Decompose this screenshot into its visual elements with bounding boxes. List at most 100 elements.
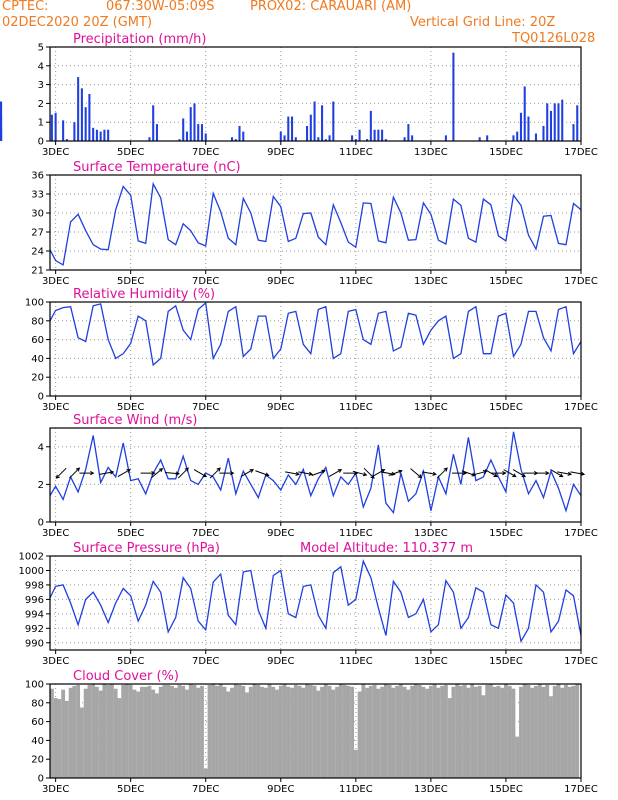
x-tick-label: 3DEC: [42, 276, 69, 287]
precip-bar: [84, 107, 87, 141]
wind-arrow-head: [380, 469, 386, 473]
precip-bar: [557, 103, 560, 141]
panel-5: 990 992 994 996 998 1000 1002 3DEC 5DEC 7DEC 9DEC 1…: [19, 541, 598, 667]
precip-bar: [189, 107, 192, 141]
y-tick-label: 21: [31, 266, 44, 277]
precip-bar: [238, 125, 241, 141]
y-tick-label: 5: [38, 43, 44, 54]
x-tick-label: 5DEC: [117, 276, 144, 287]
y-tick-label: 36: [31, 171, 44, 182]
wind-arrow-head: [337, 469, 343, 473]
cloud-bar: [301, 687, 306, 778]
wind-arrow-shaft: [328, 469, 342, 478]
wind-arrow-shaft: [55, 467, 67, 479]
y-tick-label: 0: [38, 392, 44, 403]
precip-bar: [291, 116, 294, 141]
x-tick-label: 9DEC: [267, 528, 294, 539]
cloud-bar: [106, 684, 111, 778]
x-tick-label: 5DEC: [117, 147, 144, 158]
wind-arrow: [255, 470, 270, 477]
precip-bar: [287, 116, 290, 141]
series-line: [49, 558, 582, 644]
panel-3: 0 20 40 60 80 100 3DEC 5DEC 7DEC 9DEC 11DEC 13DEC 15…: [25, 287, 598, 413]
x-tick-label: 13DEC: [414, 784, 448, 795]
x-tick-label: 5DEC: [117, 528, 144, 539]
cloud-bar: [53, 698, 58, 778]
wind-arrow-shaft: [422, 471, 436, 475]
precip-bar: [576, 105, 579, 141]
precip-bar: [306, 125, 309, 141]
cloud-bar: [237, 684, 242, 778]
y-tick-label: 2: [38, 480, 44, 491]
wind-arrow-head: [308, 471, 314, 476]
cloud-bar: [177, 684, 182, 778]
cloud-bar: [440, 685, 445, 778]
precip-bar: [366, 139, 369, 141]
precip-bar: [313, 101, 316, 141]
wind-arrow: [491, 471, 507, 476]
y-tick-label: 994: [25, 609, 44, 620]
cloud-bar: [575, 684, 580, 778]
wind-arrow-head: [230, 471, 235, 476]
x-tick-label: 13DEC: [414, 656, 448, 667]
precip-bar: [373, 129, 376, 141]
cloud-bar: [459, 685, 463, 778]
precip-bar: [204, 133, 207, 141]
wind-arrow: [311, 469, 326, 476]
cloud-bar: [571, 685, 576, 778]
x-tick-label: 15DEC: [489, 656, 523, 667]
x-tick-label: 13DEC: [414, 147, 448, 158]
wind-arrow: [550, 469, 564, 478]
x-tick-label: 11DEC: [339, 147, 373, 158]
precip-bar: [242, 131, 245, 141]
cloud-bar: [545, 684, 550, 778]
precip-bar: [95, 129, 98, 141]
station-label: PROX02: CARAUARI (AM): [250, 0, 412, 14]
y-tick-label: 996: [25, 595, 44, 606]
cloud-bar: [260, 686, 264, 778]
cloud-bar: [556, 684, 561, 778]
panel-frame: [49, 427, 582, 523]
y-tick-label: 100: [25, 298, 44, 309]
wind-arrow-shaft: [557, 471, 572, 475]
wind-arrow-head: [55, 474, 60, 479]
precip-bar: [403, 137, 406, 141]
wind-arrow-head: [512, 473, 517, 478]
wind-arrow: [285, 471, 300, 476]
panel-title: Cloud Cover (%): [73, 669, 179, 684]
cloud-bar: [395, 685, 400, 778]
x-tick-label: 7DEC: [192, 784, 219, 795]
cloud-bar: [564, 684, 568, 778]
y-tick-label: 1: [38, 118, 44, 129]
cloud-bar: [376, 688, 381, 778]
precip-bar: [354, 139, 357, 141]
wind-arrow: [557, 471, 573, 476]
wind-arrow-head: [151, 471, 156, 476]
wind-arrow-shaft: [461, 470, 476, 476]
panel-title: Surface Pressure (hPa): [73, 541, 220, 556]
precip-bar: [516, 131, 519, 141]
x-tick-label: 15DEC: [489, 402, 523, 413]
panel-1: 0 1 2 3 4 5 3DEC 5DEC 7DEC 9DEC 11DEC 13DEC 15DEC 17D…: [0, 32, 598, 158]
cloud-bar: [425, 688, 430, 778]
precip-bar: [553, 103, 556, 141]
precip-bar: [328, 135, 331, 141]
y-tick-label: 80: [31, 698, 44, 709]
wind-arrow: [240, 469, 254, 478]
x-tick-label: 3DEC: [42, 147, 69, 158]
wind-arrow: [484, 469, 498, 478]
x-tick-label: 17DEC: [564, 147, 598, 158]
cloud-bar: [443, 684, 448, 778]
wind-arrow-head: [184, 467, 189, 472]
cloud-bar: [504, 684, 508, 778]
cloud-bar: [170, 685, 174, 778]
cloud-bar: [413, 684, 418, 778]
panel-4: 0 2 4 3DEC 5DEC 7DEC 9DEC 11DEC 13DEC 15DEC 17DEC S…: [38, 413, 598, 539]
wind-arrow: [410, 468, 423, 479]
precip-bar: [148, 137, 151, 141]
cloud-bar: [338, 684, 343, 778]
y-tick-label: 992: [25, 624, 44, 635]
x-tick-label: 5DEC: [117, 402, 144, 413]
wind-arrow-shaft: [484, 469, 498, 478]
cloud-bar: [481, 695, 486, 778]
